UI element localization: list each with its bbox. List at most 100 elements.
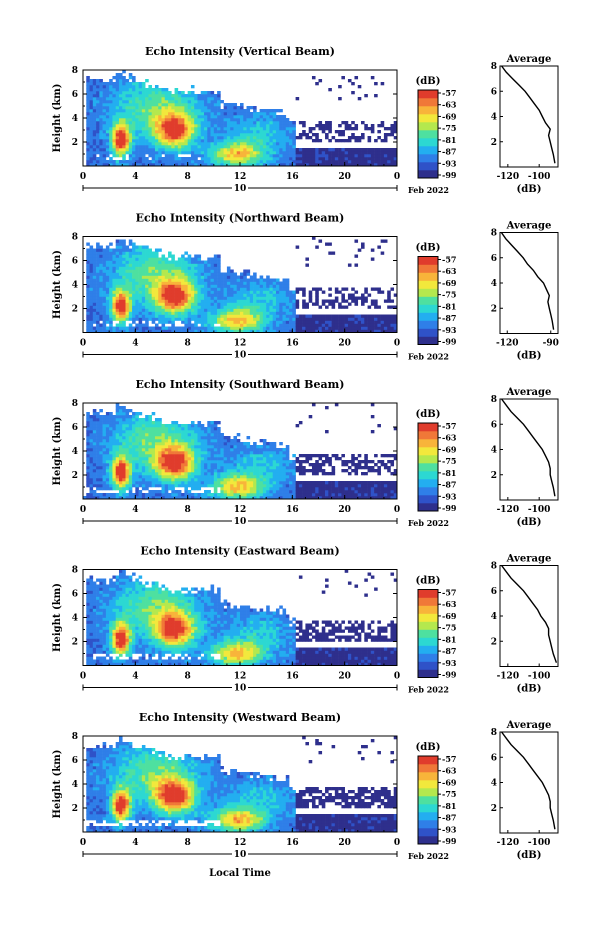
heatmap-cell [89,91,94,95]
heatmap-cell [302,148,306,152]
heatmap-cell [89,257,94,261]
heatmap-cell [105,245,110,249]
heatmap-cell [364,287,368,291]
heatmap-cell [109,145,113,149]
heatmap-cell [109,94,113,98]
heatmap-cell [347,329,352,333]
heatmap-cell [154,163,159,167]
heatmap-cell [132,427,136,431]
heatmap-cell [92,460,97,464]
heatmap-cell [174,424,179,428]
heatmap-cell [154,442,159,446]
heatmap-cell [230,272,234,276]
heatmap-cell [92,130,97,134]
heatmap-cell [190,103,195,107]
heatmap-cell [115,457,120,461]
heatmap-cell [213,478,218,482]
heatmap-cell [138,257,143,261]
heatmap-cell [128,421,133,425]
heatmap-cell [145,323,149,327]
heatmap-cell [269,109,274,113]
heatmap-cell [246,320,251,324]
heatmap-cell [112,460,117,464]
heatmap-cell [187,109,192,113]
heatmap-cell [138,451,143,455]
heatmap-cell [115,127,120,131]
heatmap-cell [138,88,143,92]
heatmap-cell [194,142,198,146]
heatmap-cell [370,248,375,252]
heatmap-cell [217,329,221,333]
colorbar-tick-label: -57 [442,88,456,98]
heatmap-cell [99,154,103,158]
heatmap-cell [217,254,221,258]
heatmap-cell [289,311,293,315]
heatmap-cell [197,118,202,122]
heatmap-cell [295,317,300,321]
heatmap-cell [361,154,365,158]
heatmap-cell [164,124,169,128]
heatmap-cell [115,163,120,167]
heatmap-cell [158,296,162,300]
heatmap-cell [233,118,238,122]
heatmap-cell [112,287,117,291]
heatmap-cell [328,317,332,321]
heatmap-cell [204,124,208,128]
heatmap-cell [125,433,130,437]
heatmap-cell [200,475,205,479]
heatmap-cell [174,293,179,297]
heatmap-cell [390,329,395,333]
heatmap-cell [187,457,192,461]
heatmap-cell [128,460,133,464]
heatmap-cell [298,314,303,318]
heatmap-cell [138,281,143,285]
heatmap-cell [236,139,241,143]
heatmap-cell [115,308,120,312]
heatmap-cell [292,163,296,167]
heatmap-cell [315,245,319,249]
heatmap-cell [141,287,146,291]
heatmap-cell [315,290,319,294]
heatmap-cell [171,145,175,149]
heatmap-cell [194,326,198,330]
heatmap-cell [154,424,159,428]
heatmap-cell [217,130,221,134]
heatmap-cell [197,481,202,485]
heatmap-cell [132,76,136,80]
profile-x-tick-label: -120 [496,339,519,349]
heatmap-cell [161,299,166,303]
heatmap-cell [105,475,110,479]
heatmap-cell [86,290,90,294]
heatmap-cell [154,293,159,297]
heatmap-cell [262,157,267,161]
heatmap-cell [96,275,100,279]
heatmap-cell [96,106,100,110]
heatmap-cell [181,109,185,113]
heatmap-cell [233,323,238,327]
heatmap-cell [318,79,323,83]
heatmap-cell [171,154,175,158]
heatmap-cell [204,97,208,101]
heatmap-cell [217,109,221,113]
heatmap-cell [132,281,136,285]
heatmap-cell [112,269,117,273]
heatmap-cell [364,323,368,327]
heatmap-cell [135,266,139,270]
heatmap-cell [174,302,179,306]
heatmap-cell [145,263,149,267]
heatmap-cell [223,154,228,158]
heatmap-cell [177,124,182,128]
heatmap-cell [118,320,123,324]
heatmap-cell [86,91,90,95]
heatmap-cell [115,475,120,479]
heatmap-cell [132,493,136,497]
heatmap-cell [230,293,234,297]
heatmap-cell [341,314,345,318]
heatmap-cell [213,329,218,333]
heatmap-cell [125,88,130,92]
heatmap-cell [210,100,215,104]
heatmap-cell [194,263,198,267]
heatmap-cell [86,314,90,318]
heatmap-cell [96,496,100,500]
